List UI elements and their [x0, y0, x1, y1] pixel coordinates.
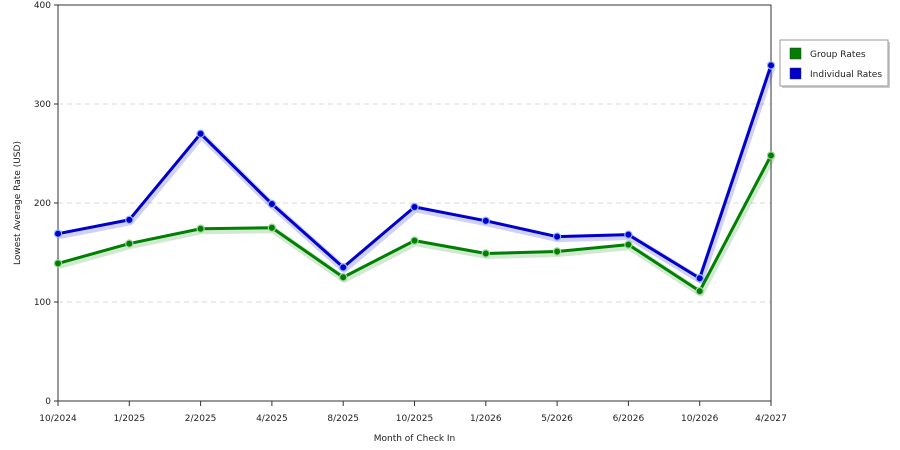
legend-swatch [789, 67, 802, 80]
series-individual-rates [53, 61, 776, 284]
data-point [125, 239, 134, 248]
x-axis-title: Month of Check In [374, 434, 456, 444]
y-tick-label: 200 [34, 199, 51, 209]
data-point [267, 199, 277, 209]
data-point [339, 273, 348, 282]
x-tick-label: 1/2025 [113, 414, 145, 424]
data-point [125, 215, 134, 225]
x-tick-label: 1/2026 [470, 414, 502, 424]
legend: Group Rates Individual Rates [779, 39, 890, 88]
data-point [624, 240, 633, 249]
x-tick-label: 2/2025 [185, 414, 217, 424]
data-point [695, 274, 704, 283]
grid [58, 103, 771, 303]
x-tick-label: 10/2024 [39, 414, 77, 424]
x-axis-ticks: 10/2024 1/2025 2/2025 4/2025 8/2025 10/2025 1/… [39, 401, 787, 424]
data-point [552, 247, 562, 256]
legend-swatch [789, 47, 802, 60]
x-tick-label: 5/2026 [541, 414, 573, 424]
data-point [410, 202, 419, 212]
x-tick-label: 4/2027 [755, 414, 787, 424]
y-axis-ticks: 0 100 200 300 400 [34, 1, 58, 407]
y-tick-label: 100 [34, 298, 51, 308]
series-lines [53, 61, 776, 297]
data-point [766, 151, 776, 160]
data-point [552, 232, 562, 241]
data-point [53, 229, 63, 238]
data-point [766, 61, 776, 70]
y-tick-label: 400 [34, 1, 51, 11]
y-tick-label: 0 [45, 397, 51, 407]
legend-entry-label: Group Rates [810, 50, 866, 60]
data-point [481, 216, 490, 226]
x-tick-label: 10/2025 [396, 414, 433, 424]
data-point [410, 236, 419, 245]
legend-entry-label: Individual Rates [810, 70, 882, 80]
data-point [481, 249, 490, 258]
data-point [624, 230, 633, 239]
y-axis-title: Lowest Average Rate (USD) [13, 141, 23, 265]
data-point [196, 224, 205, 233]
x-tick-label: 4/2025 [256, 414, 288, 424]
x-tick-label: 8/2025 [327, 414, 359, 424]
x-tick-label: 10/2026 [681, 414, 719, 424]
x-tick-label: 6/2026 [613, 414, 645, 424]
data-point [267, 223, 277, 232]
data-point [53, 259, 63, 268]
data-point [339, 263, 348, 272]
data-point [695, 286, 704, 296]
series-group-rates [53, 151, 776, 297]
y-tick-label: 300 [34, 100, 51, 110]
data-point [196, 129, 205, 138]
